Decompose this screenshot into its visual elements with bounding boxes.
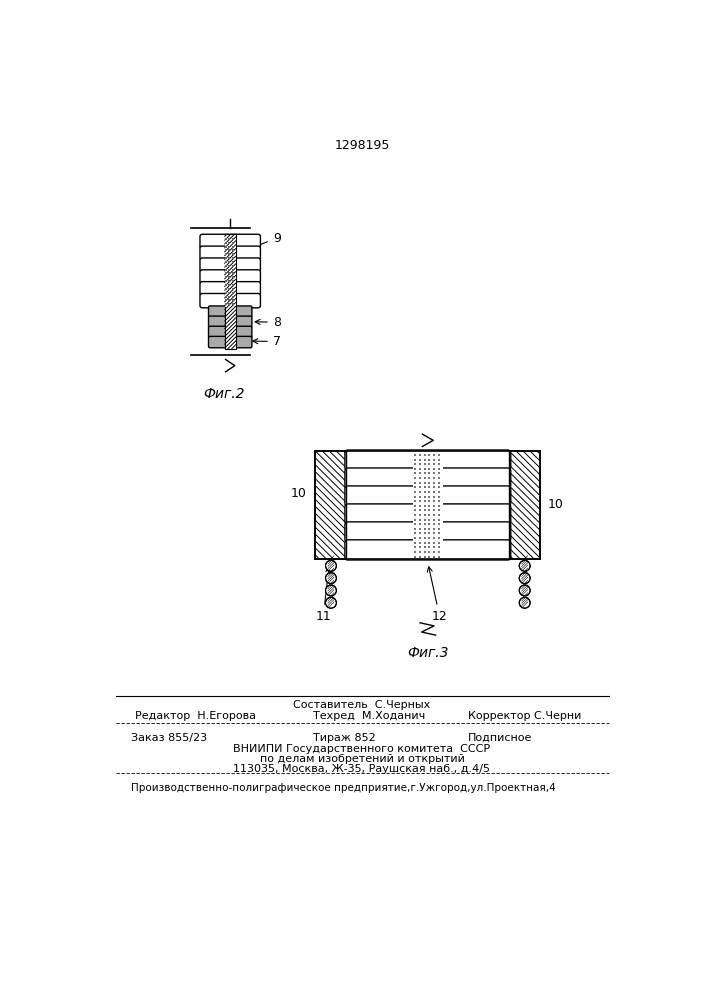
Bar xyxy=(346,451,509,559)
FancyBboxPatch shape xyxy=(230,306,252,317)
FancyBboxPatch shape xyxy=(230,246,260,260)
Bar xyxy=(509,451,540,559)
Text: 1298195: 1298195 xyxy=(334,139,390,152)
FancyBboxPatch shape xyxy=(200,258,231,272)
FancyBboxPatch shape xyxy=(200,246,231,260)
FancyBboxPatch shape xyxy=(345,522,510,542)
Bar xyxy=(225,235,235,307)
Circle shape xyxy=(325,573,337,584)
Text: Фиг.3: Фиг.3 xyxy=(407,646,448,660)
Text: 7: 7 xyxy=(253,335,281,348)
Text: Тираж 852: Тираж 852 xyxy=(313,733,376,743)
FancyBboxPatch shape xyxy=(345,468,510,488)
Bar xyxy=(315,451,540,559)
Circle shape xyxy=(325,597,337,608)
Text: 11: 11 xyxy=(315,567,331,623)
Text: 9: 9 xyxy=(241,232,281,252)
Text: 113035, Москва, Ж-35, Раушская наб., д.4/5: 113035, Москва, Ж-35, Раушская наб., д.4… xyxy=(233,764,491,774)
FancyBboxPatch shape xyxy=(230,270,260,284)
FancyBboxPatch shape xyxy=(230,234,260,249)
Text: 10: 10 xyxy=(291,487,306,500)
FancyBboxPatch shape xyxy=(230,293,260,308)
FancyBboxPatch shape xyxy=(200,293,231,308)
Text: Редактор  Н.Егорова: Редактор Н.Егорова xyxy=(135,711,256,721)
Text: ВНИИПИ Государственного комитета  СССР: ВНИИПИ Государственного комитета СССР xyxy=(233,744,491,754)
Circle shape xyxy=(325,560,337,571)
Text: Подписное: Подписное xyxy=(468,733,532,743)
FancyBboxPatch shape xyxy=(209,336,230,348)
FancyBboxPatch shape xyxy=(209,326,230,338)
Circle shape xyxy=(519,560,530,571)
FancyBboxPatch shape xyxy=(230,282,260,296)
Circle shape xyxy=(325,585,337,596)
Text: 10: 10 xyxy=(548,498,563,512)
Circle shape xyxy=(519,597,530,608)
Text: 12: 12 xyxy=(427,567,448,623)
Text: Заказ 855/23: Заказ 855/23 xyxy=(131,733,207,743)
Text: Фиг.2: Фиг.2 xyxy=(203,387,245,401)
Bar xyxy=(315,451,346,559)
FancyBboxPatch shape xyxy=(200,270,231,284)
Text: Корректор С.Черни: Корректор С.Черни xyxy=(468,711,581,721)
Bar xyxy=(413,451,443,559)
Text: по делам изобретений и открытий: по делам изобретений и открытий xyxy=(259,754,464,764)
Bar xyxy=(225,234,235,349)
FancyBboxPatch shape xyxy=(345,450,510,470)
FancyBboxPatch shape xyxy=(230,326,252,338)
FancyBboxPatch shape xyxy=(209,306,230,317)
FancyBboxPatch shape xyxy=(230,316,252,327)
FancyBboxPatch shape xyxy=(230,336,252,348)
FancyBboxPatch shape xyxy=(345,540,510,560)
Text: Производственно-полиграфическое предприятие,г.Ужгород,ул.Проектная,4: Производственно-полиграфическое предприя… xyxy=(131,783,556,793)
FancyBboxPatch shape xyxy=(345,486,510,506)
FancyBboxPatch shape xyxy=(200,282,231,296)
FancyBboxPatch shape xyxy=(200,234,231,249)
Circle shape xyxy=(519,585,530,596)
Text: Составитель  С.Черных: Составитель С.Черных xyxy=(293,700,431,710)
Text: 8: 8 xyxy=(255,316,281,329)
FancyBboxPatch shape xyxy=(209,316,230,327)
Text: Техред  М.Ходанич: Техред М.Ходанич xyxy=(313,711,426,721)
Circle shape xyxy=(519,573,530,584)
FancyBboxPatch shape xyxy=(345,504,510,524)
FancyBboxPatch shape xyxy=(230,258,260,272)
